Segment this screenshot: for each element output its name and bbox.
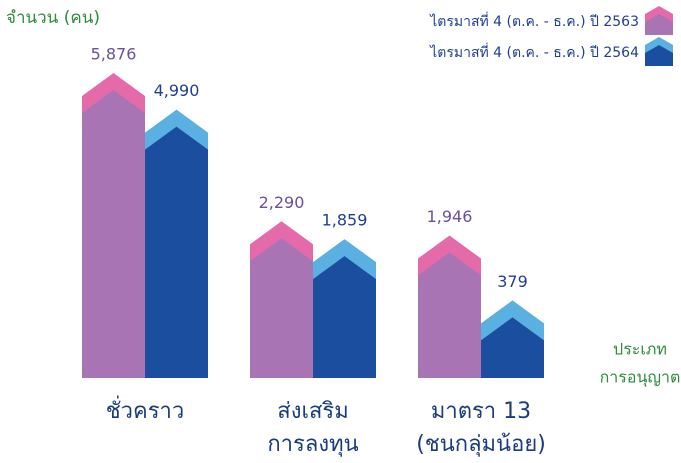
x-tick-label: มาตรา 13: [431, 399, 531, 424]
x-tick-label: การลงทุน: [267, 432, 358, 457]
bar-body: [145, 126, 208, 378]
bar: [418, 235, 481, 378]
y-axis-label: จำนวน (คน): [6, 8, 100, 28]
legend-swatch: [645, 6, 673, 35]
bar: [250, 221, 313, 378]
x-axis-label: ประเภท: [613, 340, 667, 359]
x-tick-label: ส่งเสริม: [277, 399, 348, 424]
value-label: 1,946: [427, 207, 473, 226]
value-label: 5,876: [91, 45, 137, 64]
bar-body: [250, 238, 313, 378]
value-label: 2,290: [259, 193, 305, 212]
value-label: 4,990: [154, 81, 200, 100]
legend-body: [645, 14, 673, 35]
bar-body: [418, 252, 481, 378]
legend-body: [645, 45, 673, 66]
bar-body: [82, 90, 145, 378]
bar: [82, 73, 145, 378]
bar: [145, 109, 208, 378]
legend-label: ไตรมาสที่ 4 (ต.ค. - ธ.ค.) ปี 2563: [429, 12, 639, 30]
bar: [313, 239, 376, 378]
x-tick-label: (ชนกลุ่มน้อย): [416, 432, 546, 457]
bar: [481, 300, 544, 378]
bar-body: [313, 256, 376, 378]
value-label: 379: [497, 272, 528, 291]
legend-label: ไตรมาสที่ 4 (ต.ค. - ธ.ค.) ปี 2564: [429, 43, 639, 61]
bar-body: [481, 317, 544, 378]
legend-swatch: [645, 37, 673, 66]
value-label: 1,859: [322, 211, 368, 230]
x-axis-label: การอนุญาต: [600, 368, 681, 388]
x-tick-label: ชั่วคราว: [106, 395, 185, 424]
